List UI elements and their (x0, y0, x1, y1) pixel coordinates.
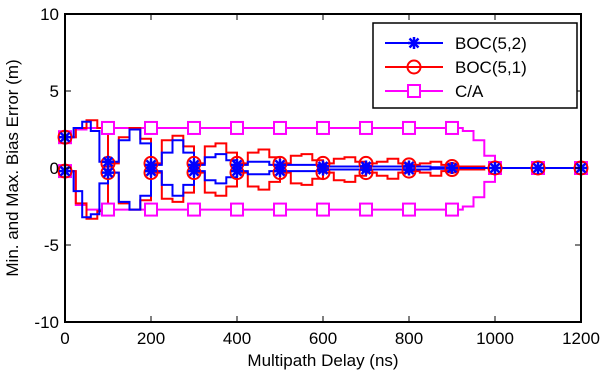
y-tick-label: -5 (44, 236, 59, 255)
series-marker (403, 163, 415, 176)
series-marker (316, 120, 330, 135)
series-marker (408, 37, 420, 49)
series-marker (530, 160, 546, 176)
series-marker (101, 120, 115, 135)
legend: BOC(5,2) BOC(5,1) C/A (372, 22, 578, 109)
series-marker (187, 120, 201, 135)
legend-label: C/A (455, 82, 484, 101)
x-tick-label: 1200 (562, 329, 600, 348)
series-marker (144, 120, 158, 135)
series-marker (402, 120, 416, 135)
y-axis-title: Min. and Max. Bias Error (m) (3, 59, 22, 276)
x-tick-label: 400 (223, 329, 251, 348)
legend-label: BOC(5,1) (455, 58, 527, 77)
series-marker (359, 120, 373, 135)
series-marker (188, 165, 200, 178)
series-marker (230, 120, 244, 135)
series-marker (230, 202, 244, 217)
series-marker (274, 165, 286, 178)
series-marker (273, 120, 287, 135)
series-marker (231, 165, 243, 178)
series-marker (273, 202, 287, 217)
series-marker (402, 202, 416, 217)
series-marker (446, 162, 458, 174)
series-marker (445, 202, 459, 217)
y-tick-label: 5 (50, 82, 59, 101)
legend-item: BOC(5,1) (385, 58, 527, 77)
series-marker (406, 59, 422, 75)
y-tick-label: 10 (40, 5, 59, 24)
x-tick-label: 200 (137, 329, 165, 348)
series-marker (144, 202, 158, 217)
series-marker (101, 202, 115, 217)
series-marker (489, 162, 501, 174)
x-tick-label: 1000 (476, 329, 514, 348)
y-tick-label: 0 (50, 159, 59, 178)
series-marker (487, 160, 503, 176)
series-marker (187, 202, 201, 217)
series-marker (317, 163, 329, 176)
x-tick-label: 0 (60, 329, 69, 348)
y-tick-label: -10 (34, 313, 59, 332)
legend-item: BOC(5,2) (385, 34, 527, 53)
series-marker (360, 163, 372, 176)
x-tick-label: 800 (395, 329, 423, 348)
series-marker (316, 202, 330, 217)
series-marker (359, 202, 373, 217)
series-marker (532, 162, 544, 174)
legend-label: BOC(5,2) (455, 34, 527, 53)
x-axis-title: Multipath Delay (ns) (247, 351, 398, 370)
series-marker (102, 155, 114, 168)
series-marker (145, 165, 157, 178)
axis-ticks: 0 200 400 600 800 1000 1200 10 5 0 -5 -10 (34, 5, 599, 348)
series-marker (407, 84, 421, 98)
series-marker (445, 120, 459, 135)
series-marker (102, 166, 114, 179)
legend-item: C/A (385, 82, 484, 101)
x-tick-label: 600 (309, 329, 337, 348)
